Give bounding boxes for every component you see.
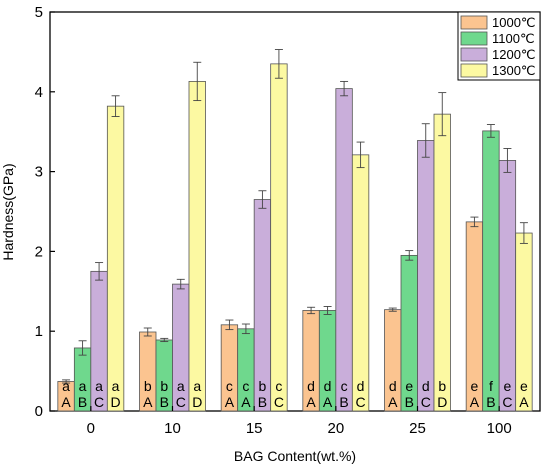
significance-letter: c <box>341 378 348 394</box>
bar <box>482 130 500 412</box>
y-tick-label: 0 <box>35 403 43 420</box>
significance-letter: A <box>388 394 398 410</box>
significance-letter: c <box>275 378 282 394</box>
x-tick-label: 0 <box>87 420 95 437</box>
legend-label: 1300℃ <box>492 63 536 78</box>
significance-letter: b <box>144 378 152 394</box>
legend-swatch <box>460 47 488 62</box>
significance-letter: C <box>356 394 366 410</box>
y-tick-label: 5 <box>35 4 43 21</box>
significance-letter: a <box>79 378 87 394</box>
significance-letter: c <box>242 378 249 394</box>
significance-letter: a <box>193 378 201 394</box>
legend-swatch <box>460 31 488 46</box>
legend-label: 1100℃ <box>492 31 535 46</box>
x-tick-label: 15 <box>246 420 263 437</box>
y-tick-label: 4 <box>35 84 43 101</box>
significance-letter: C <box>94 394 104 410</box>
significance-letter: b <box>259 378 267 394</box>
significance-letter: C <box>176 394 186 410</box>
significance-letter: B <box>339 394 348 410</box>
significance-letter: c <box>226 378 233 394</box>
significance-letter: f <box>489 378 493 394</box>
significance-letter: A <box>519 394 529 410</box>
significance-letter: d <box>422 378 430 394</box>
x-axis: 0 10 15 20 25 100 <box>87 406 512 437</box>
significance-letter: e <box>520 378 528 394</box>
y-axis: 0 1 2 3 4 5 <box>35 4 55 420</box>
significance-letter: e <box>504 378 512 394</box>
significance-letter: d <box>307 378 315 394</box>
significance-letter: A <box>241 394 251 410</box>
bar <box>498 160 517 412</box>
significance-letter: A <box>61 394 71 410</box>
significance-letter: A <box>143 394 153 410</box>
significance-letter: C <box>421 394 431 410</box>
significance-letter: a <box>62 378 70 394</box>
significance-letter: D <box>111 394 121 410</box>
significance-letter: e <box>405 378 413 394</box>
significance-letter: D <box>192 394 202 410</box>
legend-swatch <box>460 63 488 78</box>
significance-letter: e <box>471 378 479 394</box>
y-axis-title: Hardness(GPa) <box>0 163 16 260</box>
bar <box>270 63 288 412</box>
x-tick-label: 25 <box>409 420 426 437</box>
significance-letter: a <box>112 378 120 394</box>
plot-frame <box>49 11 541 412</box>
significance-letter: B <box>160 394 169 410</box>
legend-label: 1000℃ <box>492 15 536 30</box>
significance-letter: D <box>437 394 447 410</box>
x-tick-label: 20 <box>327 420 344 437</box>
significance-letter: C <box>502 394 512 410</box>
y-tick-label: 1 <box>35 323 43 340</box>
significance-letter: b <box>160 378 168 394</box>
significance-letter: A <box>323 394 333 410</box>
legend-swatch <box>460 15 488 30</box>
bar <box>433 113 451 412</box>
y-tick-label: 2 <box>35 243 43 260</box>
legend-label: 1200℃ <box>492 47 536 62</box>
significance-letter: A <box>470 394 480 410</box>
significance-letter: a <box>177 378 185 394</box>
significance-letter: A <box>306 394 316 410</box>
x-tick-label: 100 <box>487 420 512 437</box>
significance-letter: A <box>225 394 235 410</box>
bar <box>417 140 435 412</box>
bar <box>351 154 370 412</box>
significance-letter: B <box>405 394 414 410</box>
significance-letter: B <box>258 394 267 410</box>
significance-letter: d <box>389 378 397 394</box>
y-tick-label: 3 <box>35 164 43 181</box>
bar <box>106 105 125 412</box>
x-axis-title: BAG Content(wt.%) <box>234 448 356 464</box>
significance-letter: b <box>438 378 446 394</box>
x-tick-label: 10 <box>164 420 181 437</box>
bar <box>188 81 206 412</box>
bar <box>335 88 353 412</box>
significance-letter: C <box>274 394 284 410</box>
bars: aAaBaCaDbAbBaCaDcAcAbBcCdAdAcBdCdAeBdCbD… <box>57 49 533 412</box>
significance-letter: d <box>357 378 365 394</box>
significance-letter: B <box>486 394 495 410</box>
significance-letter: B <box>78 394 87 410</box>
significance-letter: d <box>324 378 332 394</box>
significance-letter: a <box>95 378 103 394</box>
